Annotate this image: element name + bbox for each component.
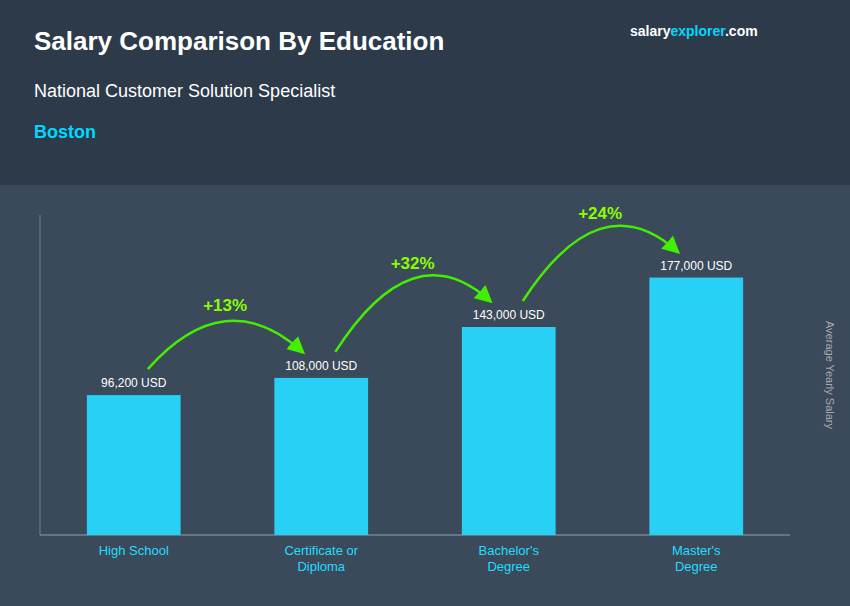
chart: Salary Comparison By Education National C…: [0, 0, 850, 606]
title: Salary Comparison By Education: [34, 26, 444, 56]
x-tick-label-line: High School: [99, 543, 169, 558]
subtitle: National Customer Solution Specialist: [34, 81, 335, 101]
data-label: 108,000 USD: [285, 359, 357, 373]
change-arrow: [335, 275, 490, 352]
bar: [649, 278, 743, 535]
watermark: salaryexplorer.com: [630, 23, 758, 39]
header-band: [0, 0, 850, 185]
data-label: 96,200 USD: [101, 376, 167, 390]
bars: [87, 278, 743, 535]
change-arrow: [148, 321, 303, 369]
change-arrow: [523, 226, 678, 301]
data-label: 177,000 USD: [660, 259, 732, 273]
watermark-part: salary: [630, 23, 671, 39]
x-tick-label: Bachelor'sDegree: [479, 543, 540, 574]
change-label: +32%: [391, 254, 435, 273]
watermark-part: explorer: [670, 23, 726, 39]
x-tick-label: High School: [99, 543, 169, 558]
y-axis-line: [40, 215, 41, 535]
watermark-part: .com: [725, 23, 758, 39]
y-axis-label: Average Yearly Salary: [824, 321, 836, 430]
bar: [87, 395, 181, 535]
x-tick-label-line: Degree: [487, 559, 530, 574]
data-label: 143,000 USD: [473, 308, 545, 322]
x-tick-label-line: Certificate or: [284, 543, 358, 558]
x-tick-label: Certificate orDiploma: [284, 543, 358, 574]
bar: [462, 327, 556, 535]
x-tick-label-line: Diploma: [297, 559, 345, 574]
x-tick-label: Master'sDegree: [672, 543, 721, 574]
change-label: +24%: [578, 204, 622, 223]
change-label: +13%: [203, 296, 247, 315]
x-tick-label-line: Bachelor's: [479, 543, 540, 558]
city: Boston: [34, 122, 96, 142]
x-tick-label-line: Master's: [672, 543, 721, 558]
x-tick-label-line: Degree: [675, 559, 718, 574]
background: [0, 0, 850, 606]
bar: [274, 378, 368, 535]
